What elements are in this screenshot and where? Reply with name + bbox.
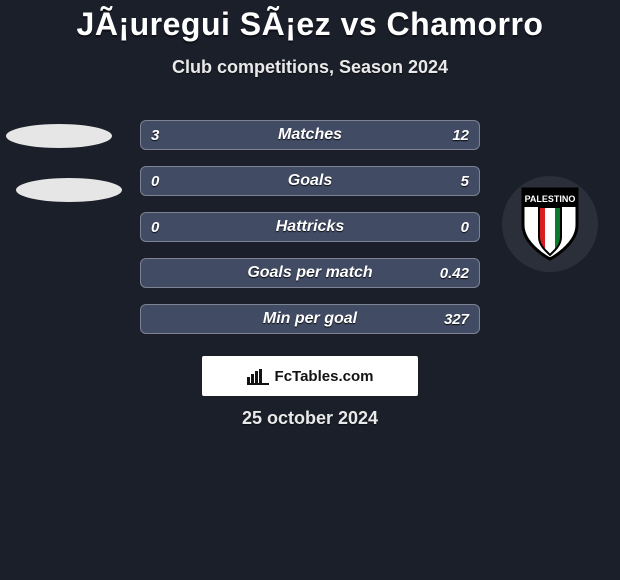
left-avatar-1 (6, 124, 112, 148)
stat-row-gpm: 0.42 Goals per match (140, 258, 480, 288)
bar-chart-icon (247, 367, 269, 385)
page-title: JÃ¡uregui SÃ¡ez vs Chamorro (0, 0, 620, 43)
brand-badge: FcTables.com (202, 356, 418, 396)
crest-text: PALESTINO (525, 194, 576, 204)
brand-inner: FcTables.com (247, 367, 374, 385)
stat-label: Matches (141, 121, 479, 149)
left-avatar-2 (16, 178, 122, 202)
crest-shield: PALESTINO (519, 185, 581, 263)
stat-label: Min per goal (141, 305, 479, 333)
stat-row-goals: 0 5 Goals (140, 166, 480, 196)
brand-text: FcTables.com (275, 368, 374, 385)
stat-row-matches: 3 12 Matches (140, 120, 480, 150)
page-subtitle: Club competitions, Season 2024 (0, 57, 620, 78)
stats-container: 3 12 Matches 0 5 Goals 0 0 Hattricks 0.4… (140, 120, 480, 350)
stat-row-mpg: 327 Min per goal (140, 304, 480, 334)
stat-label: Goals per match (141, 259, 479, 287)
right-club-crest: PALESTINO (502, 176, 598, 272)
date-text: 25 october 2024 (0, 408, 620, 429)
comparison-card: JÃ¡uregui SÃ¡ez vs Chamorro Club competi… (0, 0, 620, 580)
stat-label: Hattricks (141, 213, 479, 241)
stat-label: Goals (141, 167, 479, 195)
stat-row-hattricks: 0 0 Hattricks (140, 212, 480, 242)
crest-stripe-mid (545, 207, 555, 255)
